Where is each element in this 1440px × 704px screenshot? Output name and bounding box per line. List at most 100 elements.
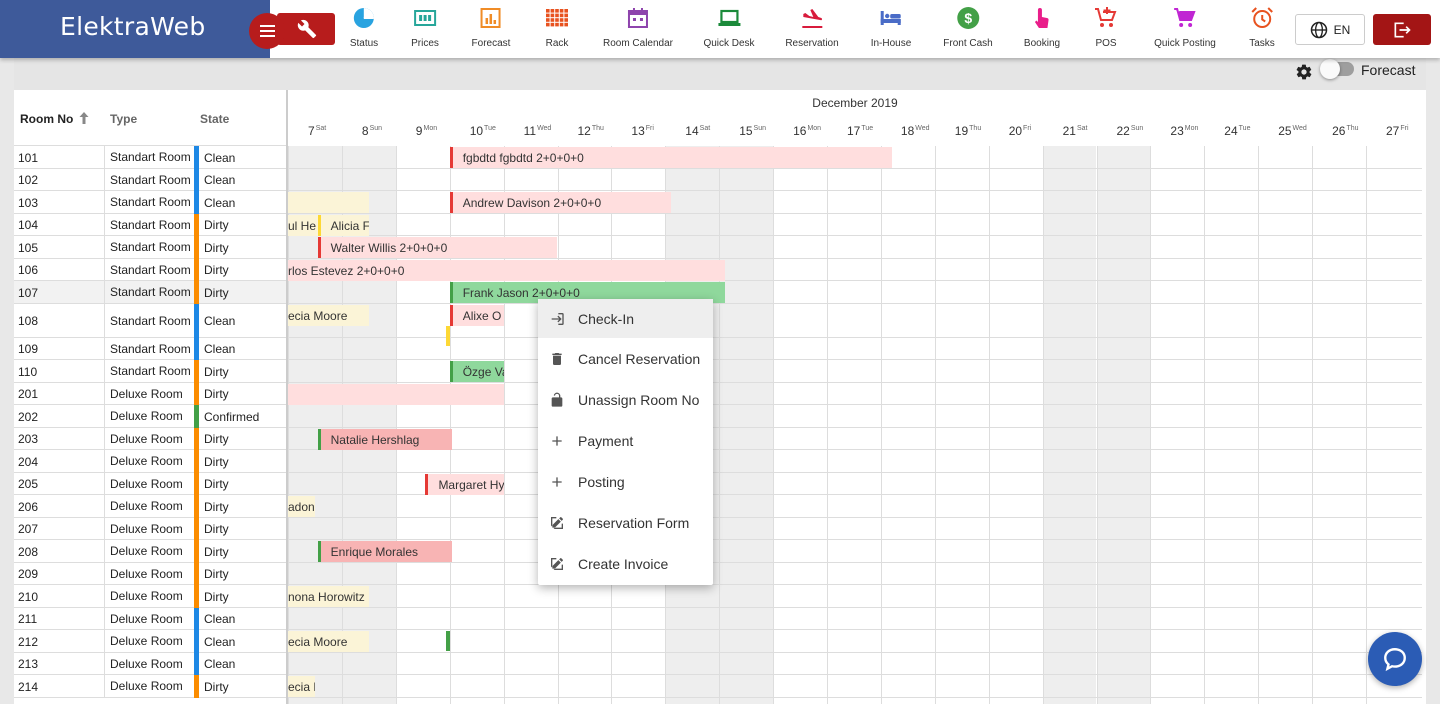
- room-row[interactable]: 212 Deluxe Room Clean: [14, 630, 286, 653]
- room-row[interactable]: 208 Deluxe Room Dirty: [14, 540, 286, 563]
- reservation-bar[interactable]: Frank Jason 2+0+0+0: [449, 282, 725, 303]
- room-row[interactable]: 110 Standart Room Dirty: [14, 360, 286, 383]
- nav-tasks[interactable]: Tasks: [1249, 6, 1275, 52]
- nav-reservation[interactable]: Reservation: [785, 6, 839, 52]
- toggle-knob[interactable]: [1320, 59, 1340, 79]
- forecast-toggle[interactable]: [1320, 59, 1354, 79]
- room-row[interactable]: 211 Deluxe Room Clean: [14, 608, 286, 630]
- room-row[interactable]: 108 Standart Room Clean: [14, 304, 286, 338]
- reservation-bar[interactable]: Margaret Hyra 2+0: [425, 474, 504, 495]
- nav-front-cash[interactable]: $ Front Cash: [943, 6, 993, 52]
- menu-item-cancel-reservation[interactable]: Cancel Reservation: [538, 339, 713, 378]
- room-row[interactable]: 109 Standart Room Clean: [14, 338, 286, 360]
- room-row[interactable]: 105 Standart Room Dirty: [14, 236, 286, 259]
- menu-item-create-invoice[interactable]: Create Invoice: [538, 544, 713, 583]
- day-column[interactable]: [1204, 146, 1258, 704]
- reservation-bar[interactable]: Özge Va: [449, 361, 504, 382]
- nav-quick-posting[interactable]: Quick Posting: [1154, 6, 1216, 52]
- room-row[interactable]: 106 Standart Room Dirty: [14, 259, 286, 281]
- room-row[interactable]: 210 Deluxe Room Dirty: [14, 585, 286, 608]
- reservation-marker[interactable]: [445, 326, 450, 346]
- nav-prices[interactable]: Prices: [411, 6, 439, 52]
- row-divider: [288, 168, 1422, 169]
- reservation-bar[interactable]: rlos Estevez 2+0+0+0: [288, 260, 725, 281]
- room-row[interactable]: 201 Deluxe Room Dirty: [14, 383, 286, 405]
- room-no-header[interactable]: Room No: [20, 112, 74, 126]
- room-row[interactable]: 213 Deluxe Room Clean: [14, 653, 286, 675]
- room-row[interactable]: 205 Deluxe Room Dirty: [14, 473, 286, 495]
- nav-quick-desk[interactable]: Quick Desk: [703, 6, 755, 52]
- day-column[interactable]: [1096, 146, 1151, 704]
- day-column[interactable]: [988, 146, 1043, 704]
- room-row[interactable]: 203 Deluxe Room Dirty: [14, 428, 286, 450]
- day-column[interactable]: [395, 146, 450, 704]
- tools-button[interactable]: [277, 13, 335, 45]
- chat-button[interactable]: [1368, 632, 1422, 686]
- nav-in-house[interactable]: In-House: [871, 6, 911, 52]
- day-column[interactable]: [719, 146, 774, 704]
- room-row[interactable]: 204 Deluxe Room Dirty: [14, 450, 286, 473]
- sort-up-icon[interactable]: [78, 111, 90, 125]
- room-row[interactable]: 104 Standart Room Dirty: [14, 214, 286, 236]
- room-row[interactable]: 209 Deluxe Room Dirty: [14, 563, 286, 585]
- room-row[interactable]: 214 Deluxe Room Dirty: [14, 675, 286, 698]
- reservation-bar[interactable]: Walter Willis 2+0+0+0: [317, 237, 558, 258]
- day-column[interactable]: [1366, 146, 1420, 704]
- menu-item-posting[interactable]: Posting: [538, 462, 713, 501]
- room-row[interactable]: 202 Deluxe Room Confirmed: [14, 405, 286, 428]
- day-column[interactable]: [503, 146, 558, 704]
- menu-item-check-in[interactable]: Check-In: [538, 299, 713, 338]
- day-column[interactable]: [1258, 146, 1312, 704]
- reservation-bar[interactable]: fgbdtd fgbdtd 2+0+0+0: [449, 147, 892, 168]
- day-column[interactable]: [1042, 146, 1097, 704]
- nav-rack[interactable]: Rack: [545, 6, 569, 52]
- reservation-bar[interactable]: adon: [288, 496, 315, 517]
- menu-item-payment[interactable]: Payment: [538, 421, 713, 460]
- gear-icon[interactable]: [1295, 63, 1313, 81]
- room-type: Standart Room: [104, 281, 195, 304]
- menu-button[interactable]: [249, 13, 285, 49]
- nav-booking[interactable]: Booking: [1024, 6, 1060, 52]
- nav-pos[interactable]: POS: [1094, 6, 1118, 52]
- nav-status[interactable]: Status: [350, 6, 378, 52]
- reservation-bar[interactable]: ecia Moore: [288, 305, 369, 326]
- room-type: Standart Room: [104, 259, 195, 281]
- reservation-bar[interactable]: nona Horowitz: [288, 586, 369, 607]
- day-column[interactable]: [827, 146, 881, 704]
- reservation-bar[interactable]: Alicia F: [317, 215, 369, 236]
- reservation-bar[interactable]: [288, 384, 504, 405]
- room-row[interactable]: 207 Deluxe Room Dirty: [14, 518, 286, 540]
- row-divider: [288, 562, 1422, 563]
- nav-room-calendar[interactable]: Room Calendar: [603, 6, 673, 52]
- day-column[interactable]: [1312, 146, 1366, 704]
- reservation-bar[interactable]: Natalie Hershlag: [317, 429, 453, 450]
- room-row[interactable]: 103 Standart Room Clean: [14, 191, 286, 214]
- menu-item-reservation-form[interactable]: Reservation Form: [538, 503, 713, 542]
- day-column[interactable]: [1150, 146, 1204, 704]
- reservation-bar[interactable]: Alixe O: [449, 305, 504, 326]
- type-header[interactable]: Type: [110, 112, 138, 126]
- room-row[interactable]: 206 Deluxe Room Dirty: [14, 495, 286, 518]
- reservation-bar[interactable]: Andrew Davison 2+0+0+0: [449, 192, 671, 213]
- reservation-bar[interactable]: ecia M: [288, 676, 315, 697]
- state-header[interactable]: State: [200, 112, 230, 126]
- day-column[interactable]: [449, 146, 504, 704]
- room-number: 106: [18, 263, 39, 277]
- reservation-bar[interactable]: [288, 192, 369, 213]
- day-column[interactable]: [880, 146, 935, 704]
- reservation-marker[interactable]: [445, 631, 450, 651]
- day-column[interactable]: [773, 146, 827, 704]
- reservation-bar[interactable]: ecia Moore: [288, 631, 369, 652]
- day-column[interactable]: [934, 146, 989, 704]
- logout-button[interactable]: [1373, 14, 1431, 45]
- day-weekday: Wed: [1292, 125, 1307, 132]
- room-row[interactable]: 102 Standart Room Clean: [14, 169, 286, 191]
- reservation-bar[interactable]: ul He: [288, 215, 318, 236]
- reservation-bar[interactable]: Enrique Morales: [317, 541, 453, 562]
- room-row[interactable]: 107 Standart Room Dirty: [14, 281, 286, 304]
- nav-forecast[interactable]: Forecast: [472, 6, 510, 52]
- language-button[interactable]: EN: [1295, 14, 1365, 45]
- menu-item-unassign-room-no[interactable]: Unassign Room No: [538, 380, 713, 419]
- room-row[interactable]: 101 Standart Room Clean: [14, 146, 286, 169]
- day-number: 16: [793, 124, 807, 138]
